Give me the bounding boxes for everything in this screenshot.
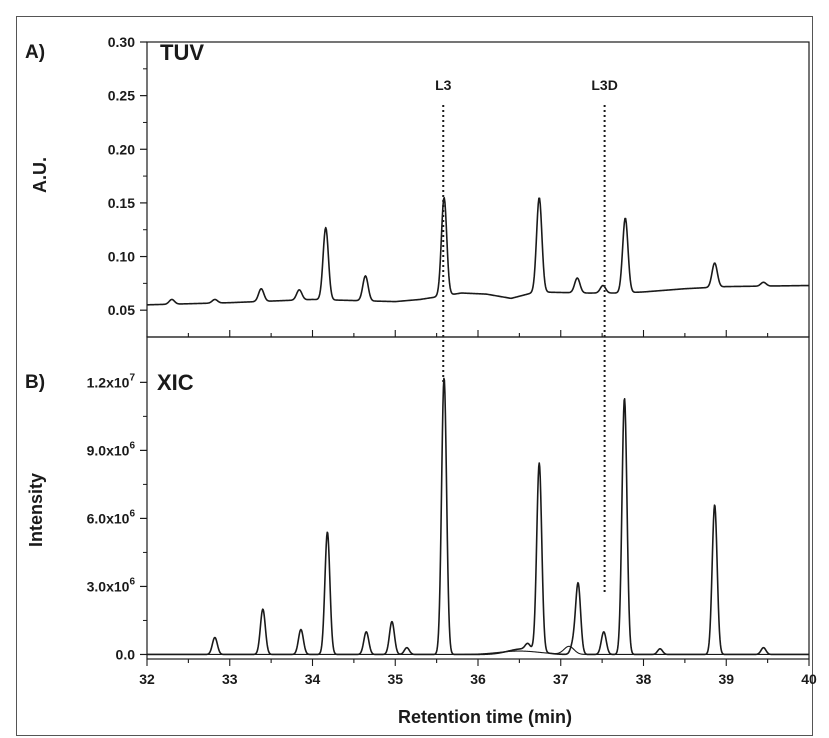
x-axis-title: Retention time (min) (398, 707, 572, 727)
panel-b-y-axis-title: Intensity (26, 473, 46, 547)
panel-a-y-tick-label: 0.25 (108, 88, 135, 104)
panel-b-xic-traces (146, 377, 810, 656)
panel-b-letter: B) (25, 372, 45, 393)
panel-a: A) TUV A.U. 0.05 0.10 0.15 0.20 0.25 0.30 (25, 34, 810, 338)
panel-b-x-tick-label: 32 (139, 671, 155, 687)
panel-a-tuv-trace (146, 196, 810, 306)
panel-b-y-tick-label: 3.0x106 (87, 576, 136, 594)
panel-a-y-ticks: 0.05 0.10 0.15 0.20 0.25 0.30 (108, 34, 147, 318)
panel-b-x-tick-label: 34 (305, 671, 321, 687)
panel-b-y-tick-label: 1.2x107 (87, 372, 136, 390)
panel-a-x-ticks (146, 330, 810, 337)
marker-label: L3 (435, 77, 452, 93)
figure-border (16, 16, 813, 736)
panel-a-title: TUV (160, 40, 204, 65)
panel-b-title: XIC (157, 370, 194, 395)
panel-b-x-tick-label: 39 (718, 671, 734, 687)
panel-b-y-tick-label: 6.0x106 (87, 508, 136, 526)
panel-b-x-tick-label: 40 (801, 671, 817, 687)
panel-b-x-tick-label: 33 (222, 671, 238, 687)
panel-a-letter: A) (25, 42, 45, 63)
panel-a-y-tick-label: 0.20 (108, 141, 135, 157)
panel-b-xic-trace (146, 377, 810, 656)
panel-b-x-tick-label: 38 (636, 671, 652, 687)
panel-a-y-axis-title: A.U. (30, 157, 50, 193)
panel-b-y-tick-label: 0.0 (116, 646, 136, 662)
panel-b-x-ticks: 32 33 34 35 36 37 38 39 40 (139, 659, 817, 687)
marker-lines: L3 L3D (435, 77, 618, 595)
panel-b-x-tick-label: 36 (470, 671, 486, 687)
panel-a-y-tick-label: 0.30 (108, 34, 135, 50)
panel-b-y-ticks: 0.0 3.0x106 6.0x106 9.0x106 1.2x107 (87, 372, 147, 662)
panel-b: B) XIC Intensity 0.0 3.0x106 6.0x106 9.0x10… (25, 336, 817, 727)
panel-a-y-tick-label: 0.05 (108, 302, 135, 318)
marker-label: L3D (591, 77, 617, 93)
panel-b-x-tick-label: 35 (387, 671, 403, 687)
panel-b-x-tick-label: 37 (553, 671, 569, 687)
panel-a-y-tick-label: 0.15 (108, 195, 135, 211)
panel-b-y-tick-label: 9.0x106 (87, 440, 136, 458)
panel-a-y-tick-label: 0.10 (108, 249, 135, 265)
